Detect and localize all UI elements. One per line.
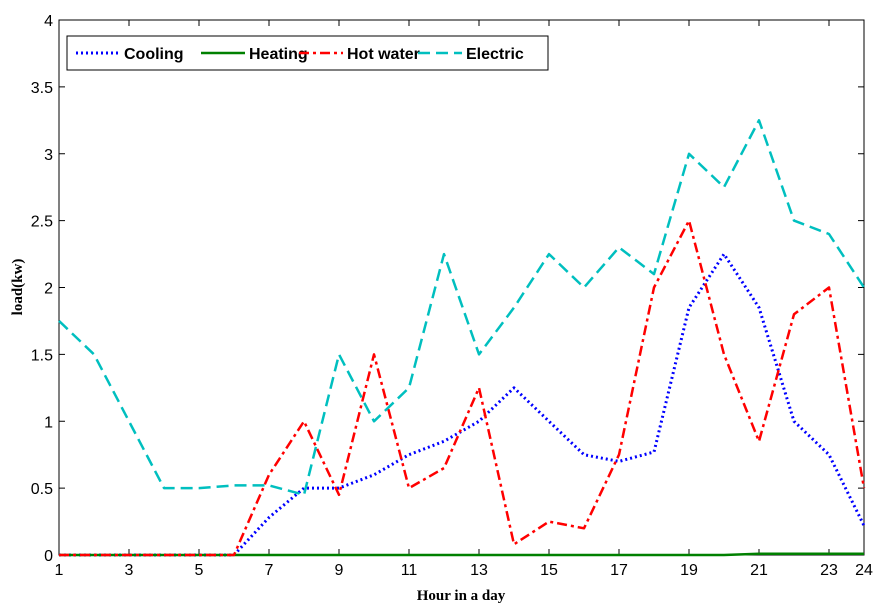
legend-label: Cooling [124, 46, 184, 63]
y-tick-label: 2.5 [31, 214, 53, 231]
x-tick-label: 24 [855, 562, 873, 579]
series-layer [58, 119, 866, 557]
legend: Cooling Heating Hot water Electric [66, 35, 549, 71]
x-tick-label: 11 [401, 562, 418, 579]
x-tick-label: 7 [265, 562, 274, 579]
legend-label: Electric [466, 46, 524, 63]
series-line-hot-water [59, 219, 866, 557]
y-tick-label: 1.5 [31, 347, 53, 364]
x-tick-label: 13 [470, 562, 488, 579]
x-tick-label: 9 [335, 562, 344, 579]
y-tick-label: 0 [44, 548, 53, 565]
plot-area [58, 19, 865, 556]
y-tick-label: 2 [44, 281, 53, 298]
x-axis-title: Hour in a day [417, 588, 506, 604]
x-tick-label: 1 [55, 562, 64, 579]
x-tick-label: 23 [820, 562, 838, 579]
y-tick-label: 0.5 [31, 481, 53, 498]
x-tick-label: 3 [125, 562, 134, 579]
x-tick-label: 17 [610, 562, 628, 579]
legend-label: Heating [249, 46, 308, 63]
x-tick-label: 21 [750, 562, 768, 579]
y-axis-title: load(kw) [10, 259, 26, 316]
legend-label: Hot water [347, 46, 420, 63]
x-tick-label: 15 [540, 562, 558, 579]
y-tick-label: 4 [44, 13, 53, 30]
y-tick-label: 1 [44, 414, 53, 431]
y-axis-ticks: 0 0.5 1 1.5 2 2.5 3 3.5 4 [31, 13, 864, 565]
x-tick-label: 19 [680, 562, 698, 579]
x-tick-label: 5 [195, 562, 204, 579]
series-line-electric [58, 119, 866, 497]
y-tick-label: 3 [44, 147, 53, 164]
y-tick-label: 3.5 [31, 80, 53, 97]
